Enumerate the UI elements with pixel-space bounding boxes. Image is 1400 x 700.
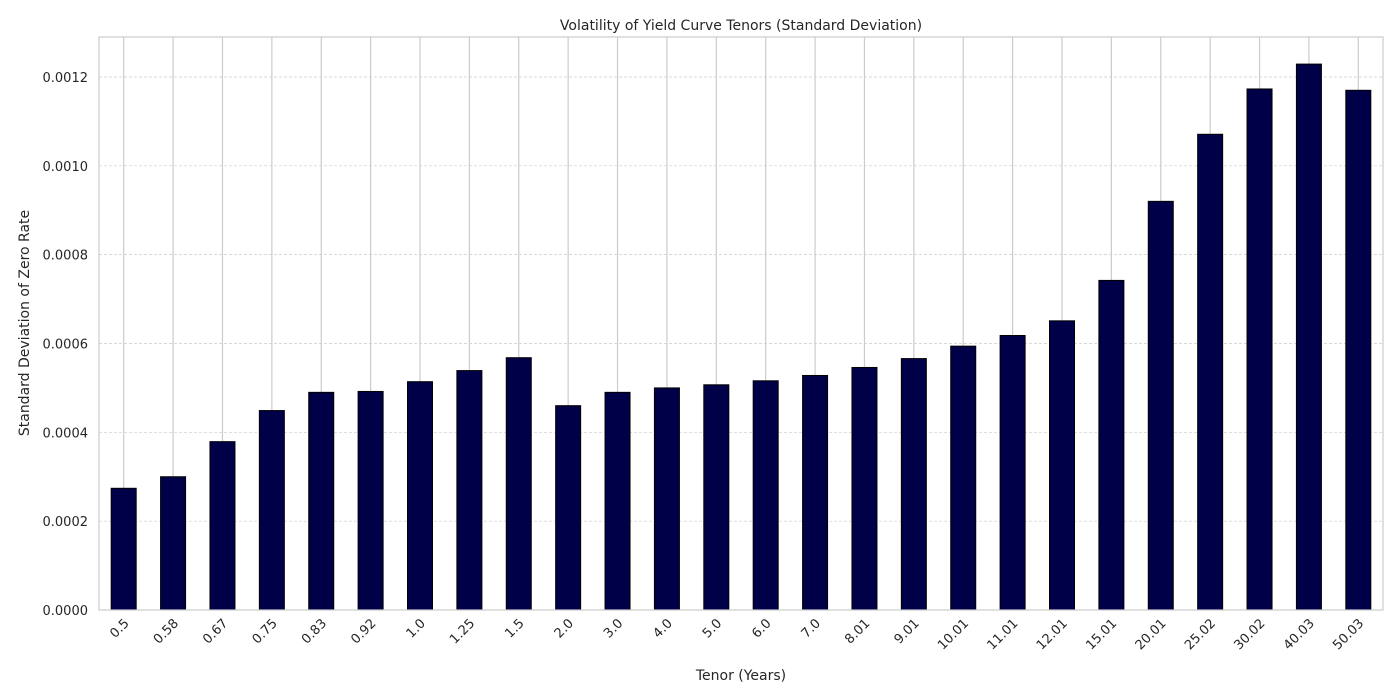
bar xyxy=(407,381,433,611)
bar xyxy=(160,476,187,611)
bar xyxy=(752,380,779,611)
y-tick-labels: 0.0000 0.0002 0.0004 0.0006 0.0008 0.0010 0.00… xyxy=(43,71,89,619)
bar xyxy=(357,390,384,611)
bar xyxy=(999,334,1026,611)
bar xyxy=(209,441,236,611)
x-tick-label: 25.02 xyxy=(1182,616,1219,653)
x-tick-label: 40.03 xyxy=(1281,616,1318,653)
bar xyxy=(555,405,582,611)
x-tick-label: 15.01 xyxy=(1083,616,1120,653)
x-tick-label: 2.0 xyxy=(552,616,577,641)
x-tick-label: 30.02 xyxy=(1231,616,1268,653)
x-tick-label: 50.03 xyxy=(1330,616,1367,653)
x-tick-label: 9.01 xyxy=(892,616,923,647)
x-tick-label: 1.5 xyxy=(502,616,527,641)
bar xyxy=(505,357,532,611)
y-tick-label: 0.0008 xyxy=(43,249,89,264)
x-tick-label: 0.92 xyxy=(348,616,379,647)
bar xyxy=(653,387,680,611)
y-tick-label: 0.0004 xyxy=(43,426,89,441)
bar xyxy=(1147,200,1174,611)
bar xyxy=(950,345,977,611)
x-tick-label: 12.01 xyxy=(1034,616,1071,653)
y-tick-label: 0.0002 xyxy=(43,515,89,530)
x-tick-label: 4.0 xyxy=(651,616,676,641)
bar xyxy=(258,410,285,611)
bar xyxy=(604,391,631,611)
x-tick-label: 1.25 xyxy=(447,616,478,647)
bar xyxy=(1295,63,1322,611)
chart-title: Volatility of Yield Curve Tenors (Standa… xyxy=(560,18,922,34)
bar xyxy=(456,370,483,611)
x-tick-label: 0.83 xyxy=(299,616,330,647)
x-tick-label: 3.0 xyxy=(601,616,626,641)
x-tick-label: 5.0 xyxy=(700,616,725,641)
bars-layer xyxy=(110,63,1372,611)
bar xyxy=(110,487,137,611)
x-tick-label: 20.01 xyxy=(1133,616,1170,653)
x-tick-label: 8.01 xyxy=(842,616,873,647)
x-axis-label: Tenor (Years) xyxy=(695,668,786,684)
x-tick-label: 6.0 xyxy=(749,616,774,641)
y-tick-label: 0.0010 xyxy=(43,160,89,175)
x-tick-label: 10.01 xyxy=(935,616,972,653)
x-tick-label: 0.75 xyxy=(250,616,281,647)
bar xyxy=(900,358,927,611)
bar xyxy=(1197,133,1224,611)
y-tick-label: 0.0012 xyxy=(43,71,89,86)
x-tick-label: 1.0 xyxy=(404,616,429,641)
bar xyxy=(802,374,829,611)
bar xyxy=(1246,88,1273,611)
y-tick-label: 0.0000 xyxy=(43,604,89,619)
x-tick-label: 0.58 xyxy=(151,616,182,647)
bar xyxy=(308,391,335,611)
bar xyxy=(1098,279,1125,611)
plot-frame xyxy=(98,36,1384,611)
bar xyxy=(851,366,878,611)
y-tick-label: 0.0006 xyxy=(43,337,89,352)
x-tick-label: 11.01 xyxy=(985,616,1022,653)
x-tick-label: 0.67 xyxy=(200,616,231,647)
x-tick-labels: 0.5 0.58 0.67 0.75 0.83 0.92 1.0 1.25 1.5 2.0 3.0 4… xyxy=(107,616,1367,653)
bar xyxy=(703,384,730,611)
x-tick-label: 0.5 xyxy=(107,616,132,641)
x-tick-label: 7.0 xyxy=(799,616,824,641)
grid-layer xyxy=(99,37,1383,610)
bar xyxy=(1345,89,1372,611)
y-axis-label: Standard Deviation of Zero Rate xyxy=(17,210,33,436)
bar xyxy=(1049,320,1075,611)
